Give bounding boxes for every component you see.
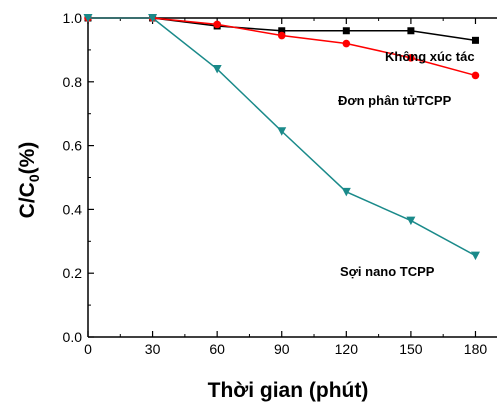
series-annotation: Không xúc tác xyxy=(385,49,475,64)
data-point xyxy=(342,39,351,48)
data-point xyxy=(213,20,221,29)
x-tick-label: 180 xyxy=(464,341,488,357)
data-point xyxy=(471,71,480,80)
y-tick-label: 1.0 xyxy=(63,10,83,26)
x-tick-label: 150 xyxy=(399,341,423,357)
data-point xyxy=(212,65,222,74)
x-tick-label: 90 xyxy=(274,341,290,357)
y-tick-label: 0.6 xyxy=(63,138,83,154)
data-point xyxy=(278,27,286,35)
y-axis-title-tail: (%) xyxy=(16,142,39,175)
y-axis-title: C/C0(%) xyxy=(16,142,42,219)
x-tick-label: 30 xyxy=(145,341,161,357)
x-axis-title: Thời gian (phút) xyxy=(208,379,369,402)
data-point xyxy=(148,14,158,23)
x-tick-label: 120 xyxy=(335,341,359,357)
series-line xyxy=(88,17,476,77)
data-point xyxy=(470,251,480,261)
series-layer xyxy=(83,14,480,261)
data-point xyxy=(407,54,415,62)
data-point xyxy=(83,14,93,23)
data-point xyxy=(341,187,351,197)
plot-frame xyxy=(87,17,497,338)
y-axis-title-main: C/C xyxy=(16,182,39,218)
y-tick-label: 0.8 xyxy=(63,74,83,90)
data-point xyxy=(277,127,287,136)
data-point xyxy=(407,27,415,35)
series-annotation: Sợi nano TCPP xyxy=(340,264,435,279)
series-annotation: Đơn phân tửTCPP xyxy=(338,93,452,108)
y-tick-label: 0.4 xyxy=(63,201,83,217)
y-axis-title-subscript: 0 xyxy=(26,174,42,182)
axis-ticks: 0 30 60 90 120 150 180 0.0 0.2 0.4 0.6 0.8 1.0 xyxy=(63,10,488,357)
y-tick-label: 0.2 xyxy=(63,265,83,281)
annotations: Không xúc tác Đơn phân tửTCPP Sợi nano TCP… xyxy=(338,49,475,279)
data-point xyxy=(471,36,479,44)
data-point xyxy=(342,27,350,35)
y-tick-label: 0.0 xyxy=(63,329,83,345)
x-tick-label: 60 xyxy=(209,341,225,357)
x-tick-label: 0 xyxy=(84,341,92,357)
data-point xyxy=(406,216,416,226)
data-point xyxy=(277,31,286,40)
